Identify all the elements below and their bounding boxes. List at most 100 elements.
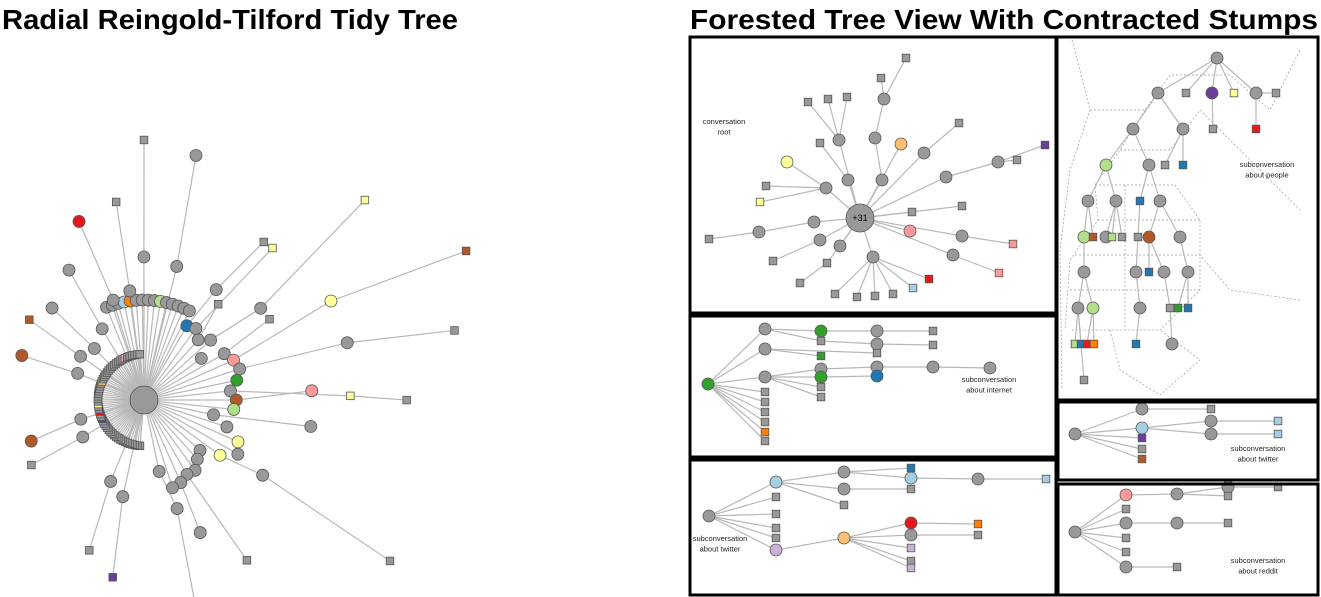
annotations: +31 conversation root subconversation about … xyxy=(693,117,1295,576)
edge xyxy=(78,221,114,301)
node-square xyxy=(816,351,826,361)
edge xyxy=(143,399,228,428)
node-circle xyxy=(104,475,118,488)
node-circle xyxy=(758,370,772,384)
node-circle xyxy=(305,384,319,398)
node-circle xyxy=(227,403,241,416)
edge xyxy=(764,348,822,357)
node-square xyxy=(139,135,149,145)
edge xyxy=(707,383,766,413)
node-square xyxy=(771,492,781,502)
node-circle xyxy=(1205,86,1219,100)
node-circle xyxy=(191,333,205,347)
node-circle xyxy=(116,490,130,504)
edge xyxy=(838,96,848,141)
edge xyxy=(764,368,822,378)
node-circle xyxy=(194,351,208,365)
node-square xyxy=(1121,504,1131,514)
edge xyxy=(1137,200,1141,238)
edge xyxy=(21,354,78,374)
node-square xyxy=(901,53,911,63)
edge xyxy=(1157,57,1218,94)
node-square xyxy=(1223,518,1233,528)
node-square xyxy=(954,118,964,128)
edge xyxy=(1087,164,1107,202)
edge xyxy=(1141,427,1212,435)
edge xyxy=(143,399,221,456)
node-circle xyxy=(1135,421,1149,435)
node-circle xyxy=(166,481,179,495)
edge xyxy=(872,256,876,297)
edge xyxy=(859,176,947,219)
stump-node xyxy=(845,203,875,233)
edge xyxy=(236,390,312,401)
node-circle xyxy=(170,260,184,273)
edge xyxy=(195,247,273,329)
node-circle xyxy=(152,465,166,478)
edge xyxy=(1074,408,1143,435)
node-circle xyxy=(870,337,884,351)
node-square xyxy=(957,201,967,211)
node-circle xyxy=(780,155,794,169)
edge xyxy=(112,496,124,578)
node-circle xyxy=(1210,51,1224,65)
edge xyxy=(707,376,766,385)
edge xyxy=(708,231,760,240)
node-circle xyxy=(74,412,88,426)
edge xyxy=(143,399,174,488)
edge xyxy=(143,339,211,401)
node-circle xyxy=(15,349,29,362)
node-square xyxy=(265,314,274,324)
node-circle xyxy=(752,225,766,239)
edge xyxy=(707,328,766,385)
edge xyxy=(707,383,766,423)
edge xyxy=(874,137,883,181)
node-circle xyxy=(1142,158,1156,172)
node-square xyxy=(795,278,805,288)
node-square xyxy=(1012,155,1022,165)
annotation: root xyxy=(718,128,732,137)
edge xyxy=(1074,433,1143,439)
node-circle xyxy=(88,342,101,355)
node-square xyxy=(906,563,916,573)
cell-border xyxy=(1090,49,1301,111)
node-circle xyxy=(193,526,207,539)
node-circle xyxy=(209,283,223,297)
edge xyxy=(115,201,131,292)
edge xyxy=(775,537,845,551)
node-circle xyxy=(76,430,90,444)
edge xyxy=(923,122,960,154)
node-circle xyxy=(189,322,203,335)
edge xyxy=(872,256,894,295)
edge xyxy=(707,348,766,385)
node-square xyxy=(888,289,898,299)
node-circle xyxy=(1086,301,1100,315)
node-circle xyxy=(991,155,1005,169)
edge xyxy=(1074,531,1127,539)
edge xyxy=(708,496,777,517)
edge xyxy=(1185,57,1218,94)
voronoi-cells xyxy=(1059,39,1301,396)
node-square xyxy=(461,246,471,256)
node-square xyxy=(928,326,938,336)
node-circle xyxy=(230,373,244,387)
node-circle xyxy=(758,342,772,356)
edge xyxy=(772,239,821,262)
node-square xyxy=(816,392,826,402)
node-square xyxy=(1251,124,1261,134)
annotation: about people xyxy=(1245,171,1288,180)
node-square xyxy=(1144,267,1154,277)
annotation: about twitter xyxy=(1238,455,1279,464)
node-circle xyxy=(1249,86,1263,100)
stump-count: +31 xyxy=(852,213,867,223)
node-square xyxy=(839,500,849,510)
edge xyxy=(1074,531,1127,553)
node-circle xyxy=(955,229,969,243)
panel-frames xyxy=(688,35,1320,597)
node-circle xyxy=(1204,427,1218,441)
node-circle xyxy=(1081,194,1095,208)
node-square xyxy=(760,397,770,407)
node-square xyxy=(768,256,778,266)
edge xyxy=(143,399,182,483)
node-square xyxy=(1229,88,1239,98)
